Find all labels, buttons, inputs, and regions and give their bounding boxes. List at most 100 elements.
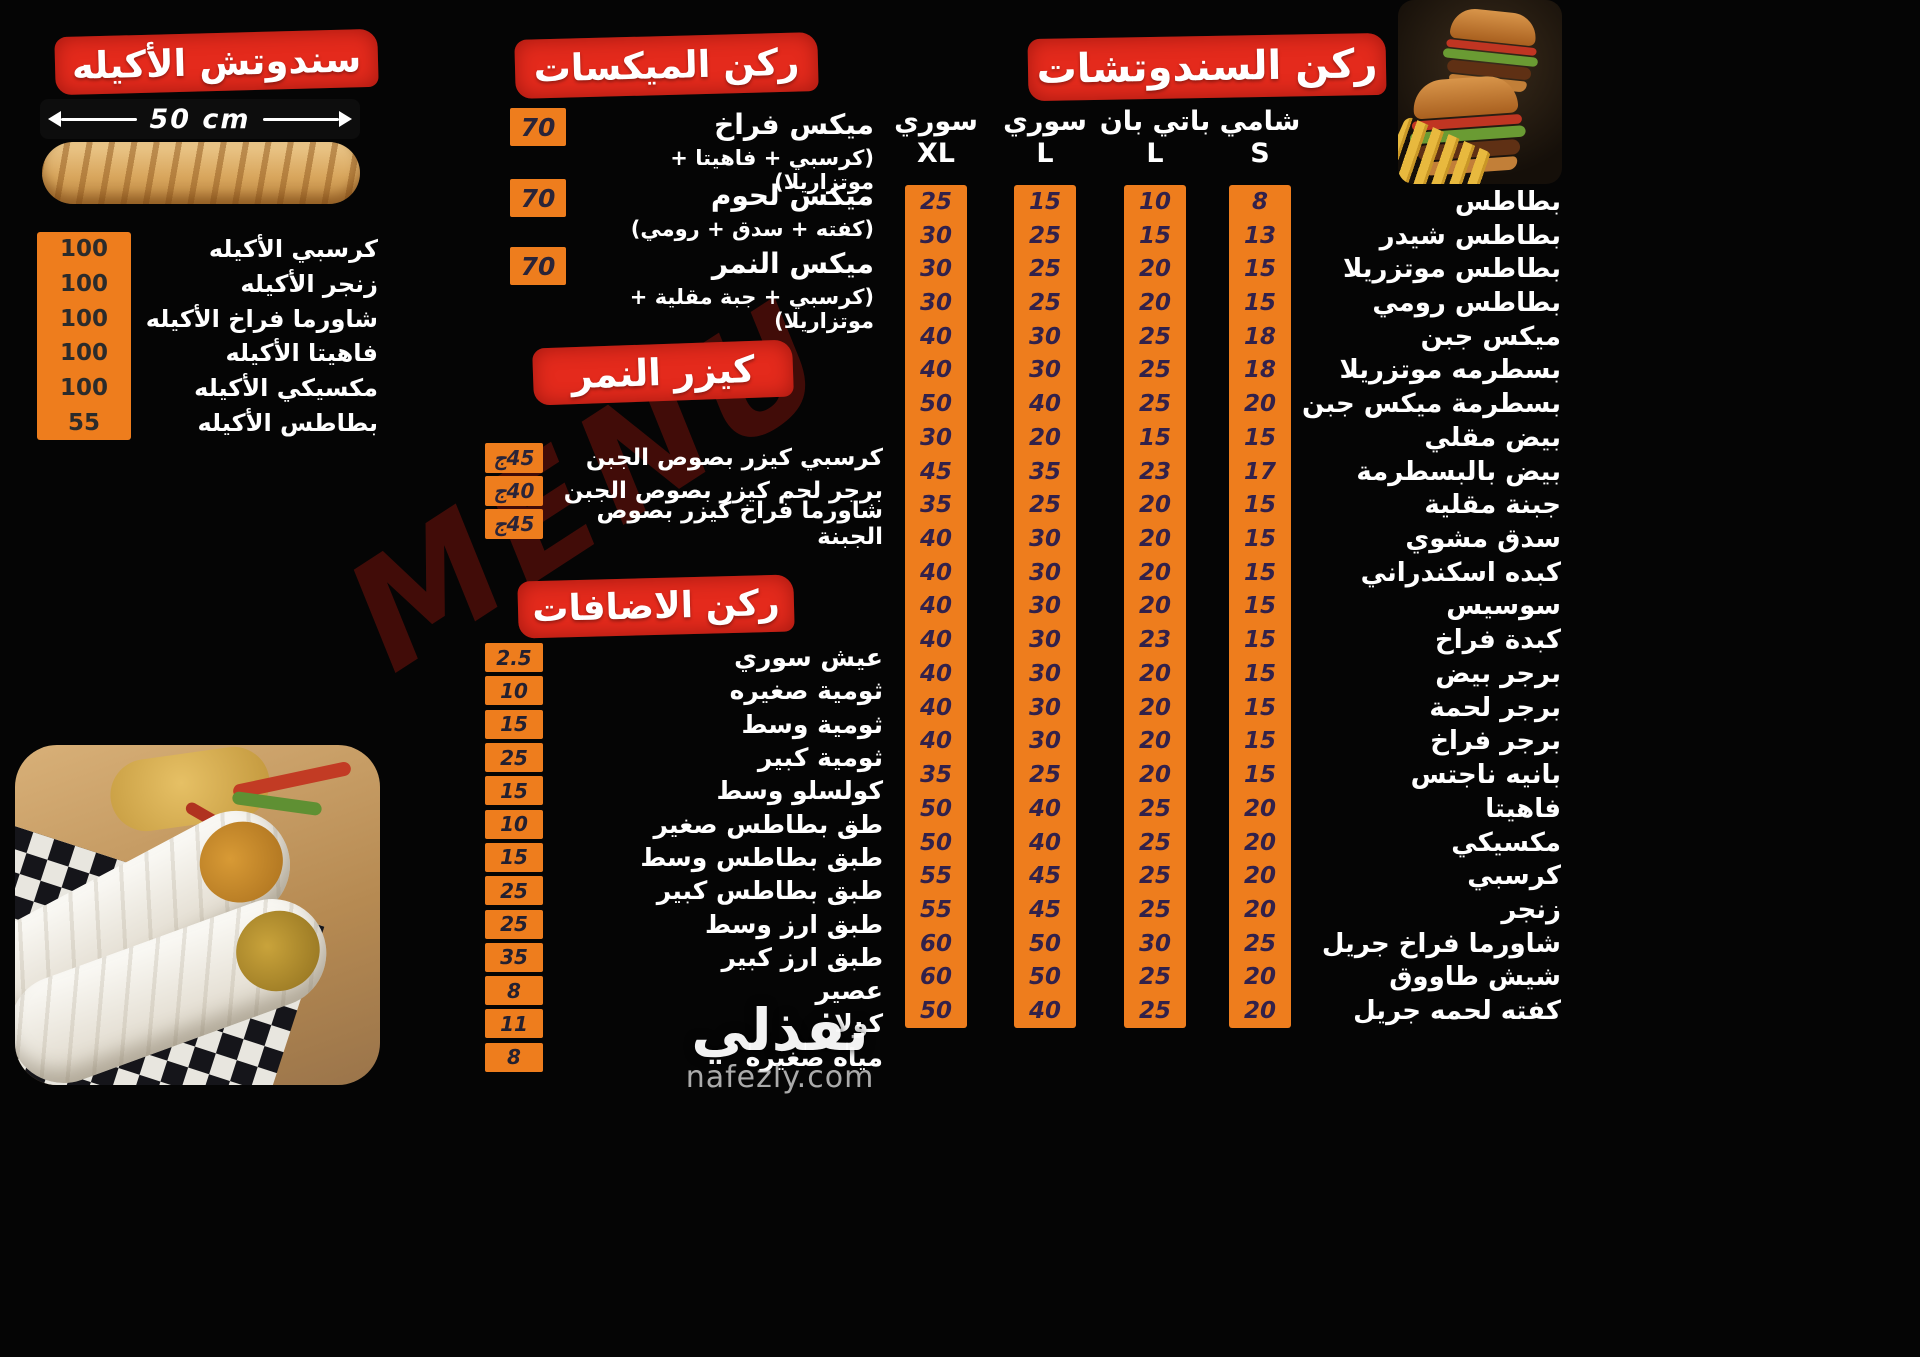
price-cell: 20 [1138,526,1171,553]
column-size: L [1036,138,1054,170]
akeela-title: سندوتش الأكيله [54,28,379,96]
extra-item: 35 طبق ارز كبير [485,941,883,974]
price-badge: 45ج [485,508,543,539]
price-cell: 40 [919,593,952,620]
extras-list: 2.5 عيش سوري 10 ثومية صغيره 15 ثومية وسط 25 ثوم… [485,641,883,1074]
item-name: طبق ارز وسط [705,909,883,939]
price-badge: 70 [510,247,566,285]
price-cell: 55 [919,896,952,923]
price-cell: 25 [1138,323,1171,350]
sandwich-item-name: شاورما فراخ جريل [1321,928,1561,959]
price-cell: 30 [919,256,952,283]
price-cell: 25 [1138,391,1171,418]
sandwich-item-name: جبنة مقلية [1424,490,1561,521]
item-name: طبق بطاطس كبير [656,876,883,906]
price-cell: 40 [919,357,952,384]
kaiser-item: 45ج شاورما فراخ كيزر بصوص الجبنة [485,498,883,550]
price-cell: 25 [1138,863,1171,890]
item-name: فاهيتا الأكيله [225,339,378,368]
sandwich-item-name: بانيه ناجتس [1410,760,1561,791]
mix-item-text: ميكس لحوم (كفته + سدق + رومي) [566,179,882,241]
price-cell: 55 [67,409,100,436]
item-name: برجر لحم كيزر بصوص الجبن [563,477,883,504]
price-cell: 15 [1243,559,1276,586]
sandwich-item-name: كفته لحمه جريل [1353,996,1561,1027]
sandwich-item-name: بيض بالبسطرمة [1356,456,1561,487]
price-cell: 20 [1243,391,1276,418]
price-cell: 30 [919,424,952,451]
price-badge: 15 [485,776,543,806]
size-indicator: 50 cm [40,99,360,139]
price-cell: 100 [59,340,108,367]
price-cell: 40 [919,323,952,350]
extra-item: 25 طبق بطاطس كبير [485,874,883,907]
price-badge: 25 [485,909,543,939]
price-cell: 40 [919,694,952,721]
sandwich-item-name: شيش طاووق [1389,962,1561,993]
size-column-header: باتي بان L [1085,106,1225,171]
price-cell: 25 [1243,930,1276,957]
arrow-left-icon [48,111,61,127]
price-cell: 15 [1243,256,1276,283]
price-cell: 15 [1243,762,1276,789]
price-cell: 15 [1243,728,1276,755]
column-size: S [1250,138,1270,170]
item-name: كرسبي الأكيله [208,235,378,264]
item-name: طبق بطاطس وسط [640,842,883,872]
extra-item: 10 ثومية صغيره [485,674,883,707]
price-cell: 40 [1028,391,1061,418]
size-column-header: شامي S [1190,106,1330,171]
price-badge: 25 [485,743,543,773]
price-cell: 25 [1138,795,1171,822]
sandwich-item-name: كرسبي [1467,861,1561,892]
item-name: طبق ارز كبير [721,942,883,972]
extra-item: 15 كولسلو وسط [485,774,883,807]
price-cell: 15 [1243,290,1276,317]
price-cell: 20 [1138,559,1171,586]
price-cell: 30 [1028,593,1061,620]
price-cell: 15 [1243,526,1276,553]
price-cell: 15 [1138,424,1171,451]
price-cell: 100 [59,271,108,297]
price-cell: 45 [1028,863,1061,890]
item-name: زنجر الأكيله [240,270,378,298]
mixes-title: ركن الميكسات [514,32,819,99]
column-name: سوري [894,106,978,137]
price-cell: 20 [1138,593,1171,620]
price-cell: 50 [919,795,952,822]
item-name: ثومية وسط [741,709,883,739]
sandwich-item-name: سدق مشوي [1405,524,1561,555]
item-name: عيش سوري [734,643,883,673]
price-badge: 2.5 [485,643,543,673]
price-cell: 15 [1243,424,1276,451]
price-cell: 10 [1138,188,1171,215]
price-cell: 15 [1243,660,1276,687]
price-cell: 50 [919,391,952,418]
price-cell: 30 [1028,694,1061,721]
price-cell: 30 [1028,559,1061,586]
mix-item: 70 ميكس لحوم (كفته + سدق + رومي) [510,179,882,241]
price-badge: 15 [485,709,543,739]
extra-item: 11 كولا [485,1007,883,1040]
extra-item: 2.5 عيش سوري [485,641,883,674]
item-name: عصير [815,976,883,1006]
price-cell: 40 [919,559,952,586]
price-cell: 25 [1138,896,1171,923]
price-cell: 20 [1138,256,1171,283]
price-cell: 20 [1243,998,1276,1025]
price-cell: 25 [1028,222,1061,249]
item-name: ميكس لحوم [710,179,874,212]
price-cell: 30 [1028,627,1061,654]
price-cell: 40 [1028,998,1061,1025]
price-cell: 50 [919,998,952,1025]
size-label: 50 cm [149,103,251,135]
price-cell: 20 [1138,694,1171,721]
column-name: شامي [1219,106,1301,137]
item-description: (كفته + سدق + رومي) [630,216,874,241]
kaiser-title: كيزر النمر [532,339,794,406]
price-cell: 17 [1243,458,1276,485]
price-cell: 50 [919,829,952,856]
price-cell: 20 [1028,424,1061,451]
price-cell: 35 [1028,458,1061,485]
